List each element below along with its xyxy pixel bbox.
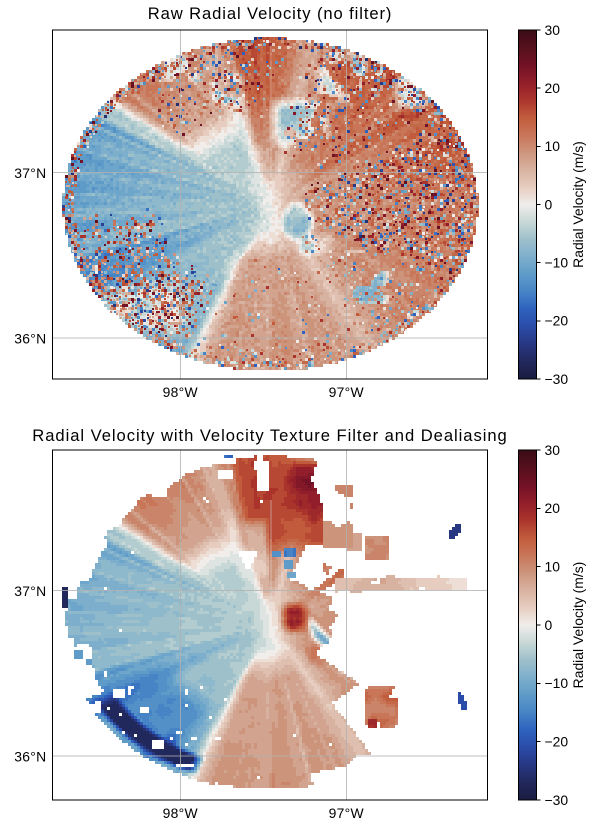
svg-text:−30: −30 [545, 371, 569, 387]
svg-text:−10: −10 [545, 675, 569, 691]
svg-text:−10: −10 [545, 255, 569, 271]
svg-text:98°W: 98°W [163, 384, 199, 400]
svg-text:Radial Velocity (m/s): Radial Velocity (m/s) [570, 562, 586, 689]
svg-text:0: 0 [545, 617, 553, 633]
svg-text:−30: −30 [545, 792, 569, 808]
svg-text:Radial Velocity with Velocity: Radial Velocity with Velocity Texture Fi… [32, 426, 507, 445]
svg-text:Radial Velocity (m/s): Radial Velocity (m/s) [570, 141, 586, 268]
svg-text:97°W: 97°W [329, 805, 365, 821]
svg-text:37°N: 37°N [14, 583, 46, 599]
svg-text:20: 20 [545, 80, 561, 96]
svg-text:10: 10 [545, 138, 561, 154]
svg-text:36°N: 36°N [14, 748, 46, 764]
svg-text:Raw Radial Velocity (no filter: Raw Radial Velocity (no filter) [148, 4, 393, 23]
svg-text:97°W: 97°W [329, 384, 365, 400]
svg-text:0: 0 [545, 196, 553, 212]
svg-text:36°N: 36°N [14, 330, 46, 346]
svg-text:37°N: 37°N [14, 165, 46, 181]
svg-text:30: 30 [545, 22, 561, 38]
svg-text:−20: −20 [545, 313, 569, 329]
svg-text:20: 20 [545, 500, 561, 516]
svg-text:−20: −20 [545, 734, 569, 750]
svg-text:98°W: 98°W [163, 805, 199, 821]
svg-text:10: 10 [545, 559, 561, 575]
svg-text:30: 30 [545, 442, 561, 458]
